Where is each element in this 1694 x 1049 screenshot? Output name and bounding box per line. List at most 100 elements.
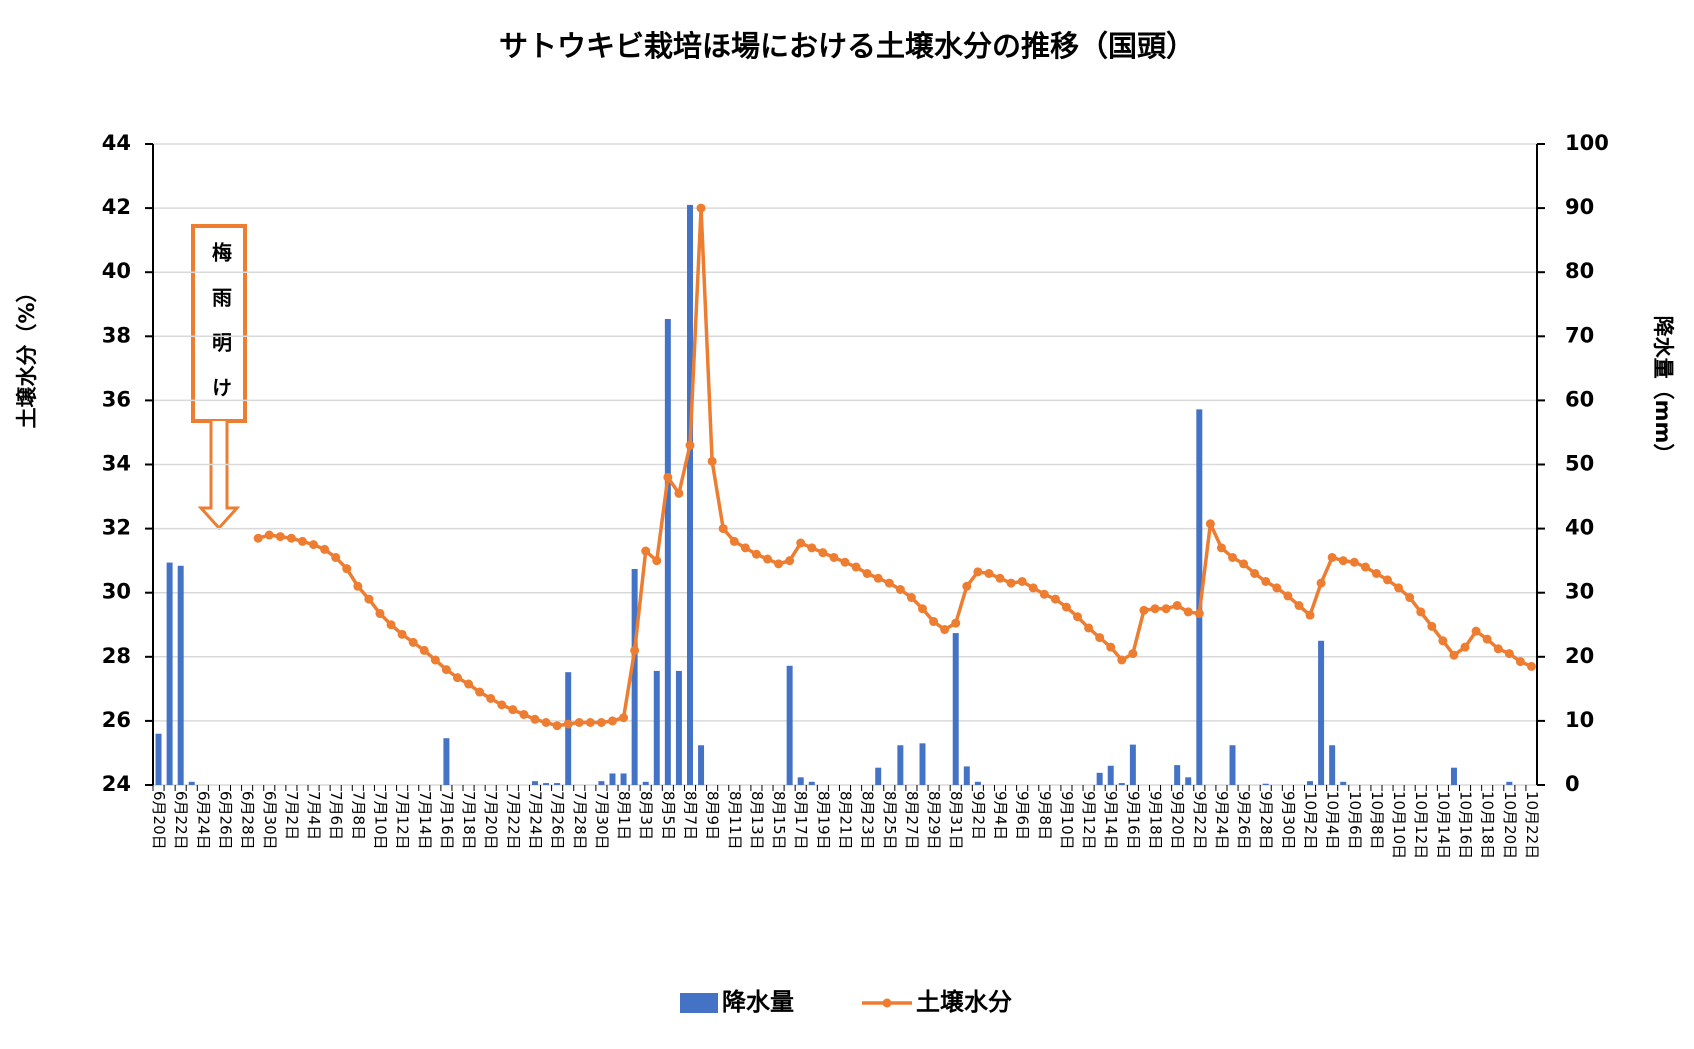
marker [364,594,374,604]
y-tick-label: 24 [102,772,131,796]
marker [452,673,462,683]
x-tick-label: 9月14日 [1102,791,1120,850]
marker [873,573,883,583]
marker [353,581,363,591]
marker [1017,576,1027,586]
marker [796,538,806,548]
marker [807,543,817,553]
x-tick-label: 9月10日 [1058,791,1076,850]
y2-tick-label: 0 [1565,772,1580,796]
marker [1216,543,1226,553]
x-tick-label: 8月7日 [681,791,699,840]
marker [851,562,861,572]
x-tick-label: 10月4日 [1324,791,1342,850]
bar [609,773,616,785]
marker [895,584,905,594]
marker [619,713,629,723]
marker [1061,602,1071,612]
marker [973,567,983,577]
x-tick-label: 6月28日 [239,791,257,850]
marker [940,625,950,635]
bar [1185,777,1192,785]
x-tick-label: 10月20日 [1501,791,1519,859]
x-tick-label: 9月20日 [1169,791,1187,850]
bar [1506,781,1513,785]
x-tick-label: 8月31日 [947,791,965,850]
marker [309,540,319,550]
marker [1073,612,1083,622]
marker [962,581,972,591]
bar [1174,765,1181,785]
marker [929,617,939,627]
marker [840,557,850,567]
x-tick-label: 10月18日 [1479,791,1497,859]
x-tick-label: 9月26日 [1235,791,1253,850]
x-tick-label: 6月30日 [261,791,279,850]
marker [1427,621,1437,631]
chart-title: サトウキビ栽培ほ場における土壌水分の推移（国頭） [499,29,1195,63]
y-tick-label: 32 [102,516,131,540]
marker [563,719,573,729]
marker [574,718,584,728]
marker [386,620,396,630]
y2-tick-label: 70 [1565,323,1594,347]
x-tick-label: 9月6日 [1014,791,1032,840]
bar [1107,765,1114,785]
marker [1172,601,1182,611]
x-tick-label: 7月14日 [416,791,434,850]
marker [663,472,673,482]
y-tick-label: 42 [102,195,131,219]
marker [1194,609,1204,619]
bar [1196,409,1203,785]
marker [541,718,551,728]
marker [652,556,662,566]
marker [1349,557,1359,567]
bar [698,745,705,785]
marker [419,645,429,655]
marker [320,544,330,554]
marker [519,709,529,719]
marker [1183,607,1193,617]
bar [642,781,649,785]
bar [808,781,815,785]
marker [829,552,839,562]
x-tick-label: 7月26日 [549,791,567,850]
marker [1028,583,1038,593]
marker [1006,578,1016,588]
x-tick-label: 8月19日 [814,791,832,850]
legend-label: 土壌水分 [916,988,1012,1016]
x-tick-label: 7月4日 [305,791,323,840]
y2-tick-label: 50 [1565,452,1594,476]
bar [687,204,693,785]
bar [974,781,981,785]
marker [441,665,451,675]
y-tick-label: 34 [102,452,131,476]
marker [297,536,307,546]
marker [286,533,296,543]
y2-tick-label: 30 [1565,580,1594,604]
bar [1118,783,1125,785]
y2-axis-label: 降水量（mm） [1651,316,1675,465]
marker [740,543,750,553]
bar [664,318,671,785]
x-tick-label: 9月18日 [1147,791,1165,850]
marker [984,568,994,578]
bar [166,562,173,785]
marker [1250,568,1260,578]
x-tick-label: 9月2日 [969,791,987,840]
marker [552,721,562,731]
x-tick-label: 8月25日 [881,791,899,850]
y2-tick-label: 10 [1565,708,1594,732]
marker [818,548,828,558]
marker [641,546,651,556]
bar [1129,744,1136,785]
legend-item: 土壌水分 [862,988,1012,1016]
marker [475,687,485,697]
bar [1318,640,1325,785]
marker [718,524,728,534]
marker [1117,655,1127,665]
marker [1438,636,1448,646]
marker [1416,607,1426,617]
marker [884,578,894,588]
marker [1482,634,1492,644]
